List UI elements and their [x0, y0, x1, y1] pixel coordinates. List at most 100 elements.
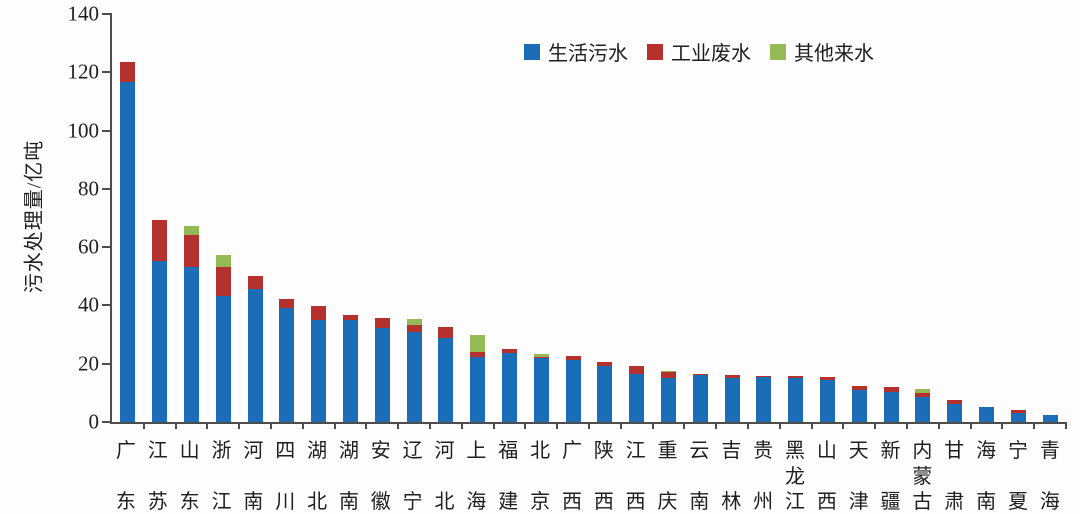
- bar-segment: [501, 353, 517, 422]
- x-label-贵州: 贵州: [747, 441, 779, 512]
- bar-segment: [470, 351, 486, 357]
- bar-甘肃: [947, 399, 963, 422]
- x-label-辽宁: 辽宁: [397, 441, 429, 512]
- legend-swatch: [524, 43, 540, 60]
- x-label-char: 重: [657, 440, 678, 462]
- bar-column: [430, 14, 462, 422]
- bar-column: [335, 14, 367, 422]
- bar-segment: [756, 375, 772, 377]
- x-label-湖北: 湖北: [301, 441, 333, 512]
- x-label-char: 建: [498, 491, 519, 513]
- bar-安徽: [374, 318, 390, 422]
- bar-column: [748, 14, 780, 422]
- x-label-陕西: 陕西: [588, 441, 620, 512]
- legend-item-工业废水: 工业废水: [647, 37, 751, 66]
- bar-segment: [724, 374, 740, 379]
- y-tick-mark: [102, 187, 112, 190]
- y-tick-label: 100: [67, 118, 100, 143]
- bar-segment: [1010, 412, 1026, 422]
- x-tick-mark: [937, 422, 940, 429]
- x-label-char: 南: [338, 491, 359, 513]
- x-label-云南: 云南: [683, 441, 715, 512]
- x-label-char: 北: [434, 491, 455, 513]
- bar-column: [780, 14, 812, 422]
- bar-segment: [629, 373, 645, 422]
- y-tick-label: 80: [78, 176, 99, 201]
- bar-segment: [724, 378, 740, 422]
- x-tick-mark: [301, 422, 304, 429]
- bar-segment: [533, 357, 549, 422]
- x-label-char: 山: [179, 440, 200, 462]
- x-label-char: 甘: [944, 440, 965, 462]
- x-tick-mark: [524, 422, 527, 429]
- bar-segment: [406, 318, 422, 325]
- bar-column: [462, 14, 494, 422]
- x-label-char: 海: [1039, 491, 1060, 513]
- bar-segment: [756, 376, 772, 422]
- y-tick-mark: [102, 421, 112, 423]
- x-label-青海: 青海: [1034, 441, 1066, 512]
- bar-山东: [183, 225, 199, 422]
- bar-segment: [533, 356, 549, 358]
- bar-column: [812, 14, 844, 422]
- x-label-江西: 江西: [620, 441, 652, 512]
- x-tick-mark: [174, 422, 177, 429]
- y-axis-ticks: 0 20 40 60 80 100 120 140: [68, 3, 1066, 432]
- x-label-江苏: 江苏: [142, 441, 174, 512]
- bar-segment: [279, 299, 295, 308]
- x-label-char: 云: [689, 440, 710, 462]
- x-label-char: 川: [275, 491, 296, 513]
- x-label-char: 东: [179, 491, 200, 513]
- x-label-上海: 上海: [460, 441, 492, 512]
- x-label-char: 陕: [593, 440, 614, 462]
- bar-segment: [947, 399, 963, 404]
- bar-segment: [533, 353, 549, 357]
- bar-segment: [692, 375, 708, 422]
- y-tick-label: 0: [88, 409, 100, 434]
- bar-segment: [819, 379, 835, 422]
- x-label-char: 内: [912, 440, 933, 462]
- y-axis-title: 污水处理量/亿吨: [23, 139, 46, 294]
- bar-新疆: [883, 387, 899, 422]
- x-label-char: 贵: [753, 440, 774, 462]
- x-label-char: 河: [243, 440, 264, 462]
- bar-segment: [1010, 409, 1026, 413]
- y-tick-mark: [102, 13, 112, 15]
- bar-北京: [533, 353, 549, 422]
- x-tick-mark: [206, 422, 209, 429]
- bar-segment: [660, 378, 676, 422]
- x-tick-mark: [683, 422, 686, 429]
- bar-segment: [915, 393, 931, 398]
- bar-column: [366, 14, 398, 422]
- x-label-char: 浙: [211, 440, 232, 462]
- x-label-char: 庆: [657, 491, 678, 513]
- bar-segment: [851, 385, 867, 390]
- x-label-char: 吉: [721, 440, 742, 462]
- legend-label: 工业废水: [671, 43, 751, 65]
- x-label-重庆: 重庆: [652, 441, 684, 512]
- x-label-char: 山: [816, 440, 837, 462]
- x-tick-mark: [397, 422, 400, 429]
- bar-segment: [597, 366, 613, 422]
- x-label-char: 湖: [338, 440, 359, 462]
- x-label-黑龙江: 黑龙江: [779, 441, 811, 512]
- x-label-char: 江: [211, 491, 232, 513]
- bar-column: [303, 14, 335, 422]
- x-axis-ticks: [112, 14, 1067, 429]
- bar-河南: [247, 275, 263, 422]
- bar-column: [112, 14, 144, 422]
- x-label-char: 南: [976, 491, 997, 513]
- x-label-char: 江: [147, 440, 168, 462]
- x-label-char: 古: [912, 491, 933, 513]
- bar-segment: [915, 388, 931, 394]
- x-label-char: 蒙: [912, 465, 933, 488]
- x-tick-mark: [1033, 422, 1036, 429]
- bar-segment: [660, 370, 676, 373]
- bar-四川: [279, 299, 295, 422]
- bar-吉林: [724, 374, 740, 422]
- x-tick-mark: [715, 422, 718, 429]
- y-tick-mark: [102, 304, 112, 307]
- bar-广西: [565, 355, 581, 422]
- bar-segment: [788, 377, 804, 422]
- bar-黑龙江: [788, 376, 804, 422]
